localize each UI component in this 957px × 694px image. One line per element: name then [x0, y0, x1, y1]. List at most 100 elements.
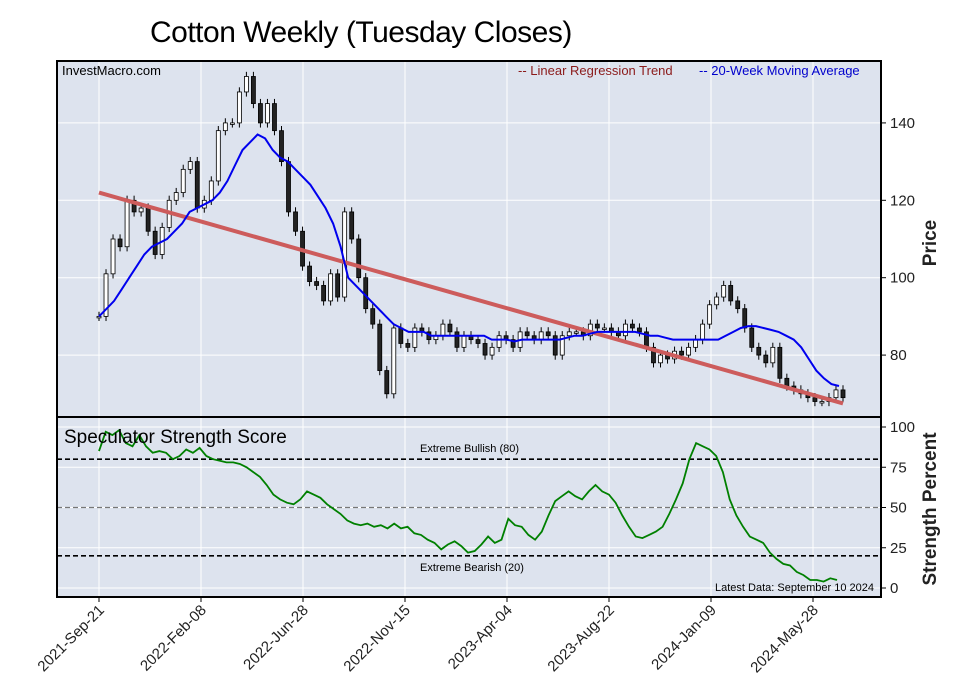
candle-body — [152, 230, 158, 255]
candle-body — [243, 76, 249, 93]
candle-body — [279, 130, 284, 163]
watermark: InvestMacro.com — [62, 63, 161, 78]
candle-body — [208, 180, 214, 201]
candle-body — [398, 327, 404, 344]
candle-body — [138, 207, 144, 213]
strength-reference-lines — [57, 458, 881, 557]
candle-body — [454, 331, 460, 348]
candle-body — [763, 354, 769, 364]
candle-body — [700, 323, 706, 341]
candle-body — [124, 199, 130, 248]
candle-body — [658, 354, 663, 364]
candle-body — [714, 296, 720, 306]
candle-body — [749, 327, 755, 348]
candle-body — [173, 192, 179, 201]
candle-body — [194, 161, 200, 209]
candle-body — [735, 300, 741, 310]
candle-body — [117, 238, 123, 248]
x-tick-label: 2021-Sep-21 — [34, 602, 107, 675]
candle-body — [510, 339, 516, 348]
candle-body — [293, 211, 298, 232]
candle-body — [370, 308, 376, 325]
candle-body — [840, 389, 846, 399]
candle-body — [131, 199, 137, 213]
candle-body — [707, 304, 713, 325]
candle-body — [566, 331, 572, 337]
strength-tick-label: 25 — [890, 540, 907, 557]
chart-title: Cotton Weekly (Tuesday Closes) — [150, 16, 572, 49]
x-tick-label: 2024-May-28 — [747, 602, 822, 677]
candle-body — [447, 323, 453, 333]
candle-body — [545, 331, 551, 337]
price-tick-label: 80 — [890, 347, 907, 364]
candle-body — [328, 273, 334, 302]
moving-average-line — [98, 133, 840, 387]
strength-lines — [98, 428, 838, 583]
candle-body — [229, 122, 235, 125]
candle-body — [272, 103, 277, 132]
candle-body — [524, 331, 530, 337]
price-panel-background — [57, 61, 881, 417]
price-y-ticks: 80 100 120 140 — [881, 115, 915, 364]
candle-body — [573, 331, 579, 334]
price-tick-label: 100 — [890, 270, 915, 287]
strength-tick-label: 0 — [890, 580, 898, 597]
price-axis-label: Price — [920, 220, 941, 266]
candle-body — [286, 161, 291, 213]
candle-body — [637, 327, 642, 333]
candle-body — [475, 339, 481, 344]
extreme-bullish-label: Extreme Bullish (80) — [420, 443, 519, 455]
candle-body — [594, 323, 600, 329]
candle-body — [721, 285, 727, 298]
x-tick-label: 2022-Feb-08 — [137, 602, 210, 675]
candle-body — [482, 343, 488, 356]
x-axis-ticks: 2021-Sep-21 2022-Feb-08 2022-Jun-28 2022-No… — [34, 597, 822, 677]
price-tick-label: 140 — [890, 115, 915, 132]
strength-tick-label: 75 — [890, 459, 907, 476]
price-tick-label: 120 — [890, 192, 915, 209]
candle-body — [384, 370, 390, 395]
legend-regression: -- Linear Regression Trend — [518, 63, 673, 78]
legend-moving-average: -- 20-Week Moving Average — [699, 63, 860, 78]
candle-body — [335, 273, 341, 298]
candle-body — [819, 401, 825, 404]
candle-body — [265, 103, 270, 124]
candle-body — [630, 323, 635, 329]
candle-body — [187, 161, 193, 170]
candle-body — [103, 273, 109, 317]
candle-body — [180, 168, 186, 193]
strength-panel-title: Speculator Strength Score — [64, 427, 287, 448]
strength-tick-label: 100 — [890, 419, 915, 436]
candle-body — [222, 122, 228, 132]
candle-body — [559, 335, 565, 356]
candle-body — [461, 335, 467, 348]
x-tick-label: 2022-Nov-15 — [340, 602, 413, 675]
candle-body — [258, 103, 263, 124]
candle-body — [770, 346, 776, 364]
candle-body — [236, 91, 242, 124]
x-tick-label: 2023-Aug-22 — [544, 602, 617, 675]
candle-body — [321, 285, 327, 302]
price-lines — [98, 133, 844, 406]
x-tick-label: 2023-Apr-04 — [445, 602, 516, 673]
candle-body — [679, 350, 684, 356]
latest-data-footnote: Latest Data: September 10 2024 — [715, 582, 874, 594]
candle-body — [496, 335, 502, 348]
strength-tick-label: 50 — [890, 500, 907, 517]
candle-body — [728, 285, 734, 302]
strength-series-line — [98, 428, 838, 583]
candle-body — [391, 327, 397, 395]
regression-trend-line — [98, 190, 844, 406]
candle-body — [110, 238, 116, 275]
candle-body — [349, 211, 355, 240]
candle-body — [686, 346, 691, 356]
candle-body — [377, 323, 383, 371]
candle-body — [784, 377, 790, 387]
candle-body — [812, 397, 818, 402]
candle-body — [623, 323, 628, 337]
candle-body — [412, 327, 418, 348]
candle-body — [742, 308, 748, 329]
candle-body — [405, 343, 411, 348]
x-tick-label: 2024-Jan-09 — [648, 602, 720, 674]
